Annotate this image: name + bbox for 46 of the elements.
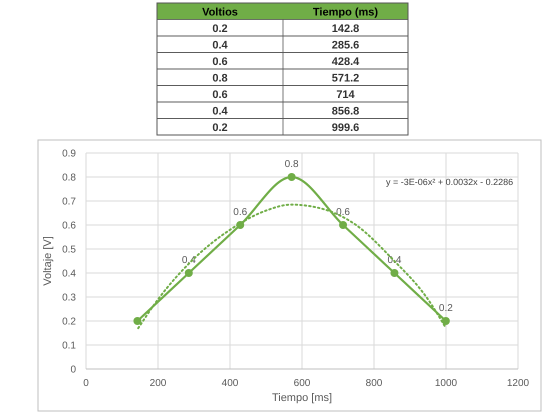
text: 0.8 — [212, 72, 228, 84]
point — [442, 317, 450, 325]
x-tick-label: 1200 — [506, 378, 530, 389]
y-axis-title: Voltaje [V] — [42, 236, 54, 286]
y-tick-label: 0.5 — [62, 244, 76, 256]
x-tick-label: 800 — [366, 378, 383, 389]
x-axis-title: Tiempo [ms] — [272, 392, 332, 404]
y-tick-label: 0.1 — [62, 340, 76, 352]
text: 0.4 — [212, 40, 229, 52]
point — [184, 269, 193, 277]
y-tick-label: 0.3 — [62, 292, 76, 304]
text: 0.2 — [212, 23, 228, 35]
data-label: 0.6 — [336, 207, 350, 218]
y-tick-label: 0.9 — [62, 148, 76, 160]
x-tick-label: 1000 — [434, 378, 458, 389]
text: 0.4 — [212, 106, 229, 118]
text: 0.2 — [212, 122, 228, 134]
point — [390, 269, 398, 277]
data-label: 0.6 — [233, 207, 248, 218]
text: 714 — [336, 89, 356, 101]
y-tick-label: 0.6 — [62, 220, 76, 232]
point — [339, 221, 348, 229]
text: 428.4 — [332, 56, 360, 68]
x-tick-label: 400 — [222, 378, 239, 389]
text: 571.2 — [332, 72, 360, 84]
y-tick-label: 0.7 — [62, 196, 76, 208]
text: 999.6 — [332, 122, 360, 134]
text: 0.6 — [212, 89, 228, 101]
y-tick-label: 0.8 — [62, 172, 76, 184]
text: Voltios — [202, 6, 238, 18]
text: Tiempo (ms) — [312, 6, 378, 18]
text: 142.8 — [332, 23, 360, 35]
data-label: 0.8 — [284, 159, 300, 170]
text: 856.8 — [332, 106, 360, 118]
point — [288, 173, 296, 181]
x-tick-label: 0 — [83, 378, 90, 389]
text: 285.6 — [332, 40, 360, 52]
annotation: y = -3E-06x² + 0.0032x - 0.2286 — [386, 176, 514, 187]
point — [133, 317, 142, 325]
y-tick-label: 0.2 — [62, 316, 76, 328]
x-tick-label: 200 — [150, 378, 167, 389]
y-tick-label: 0.4 — [62, 268, 76, 280]
y-tick-label: 0 — [70, 364, 76, 376]
x-tick-label: 600 — [294, 378, 311, 389]
text: 0.6 — [212, 56, 228, 68]
data-label: 0.2 — [438, 303, 454, 314]
